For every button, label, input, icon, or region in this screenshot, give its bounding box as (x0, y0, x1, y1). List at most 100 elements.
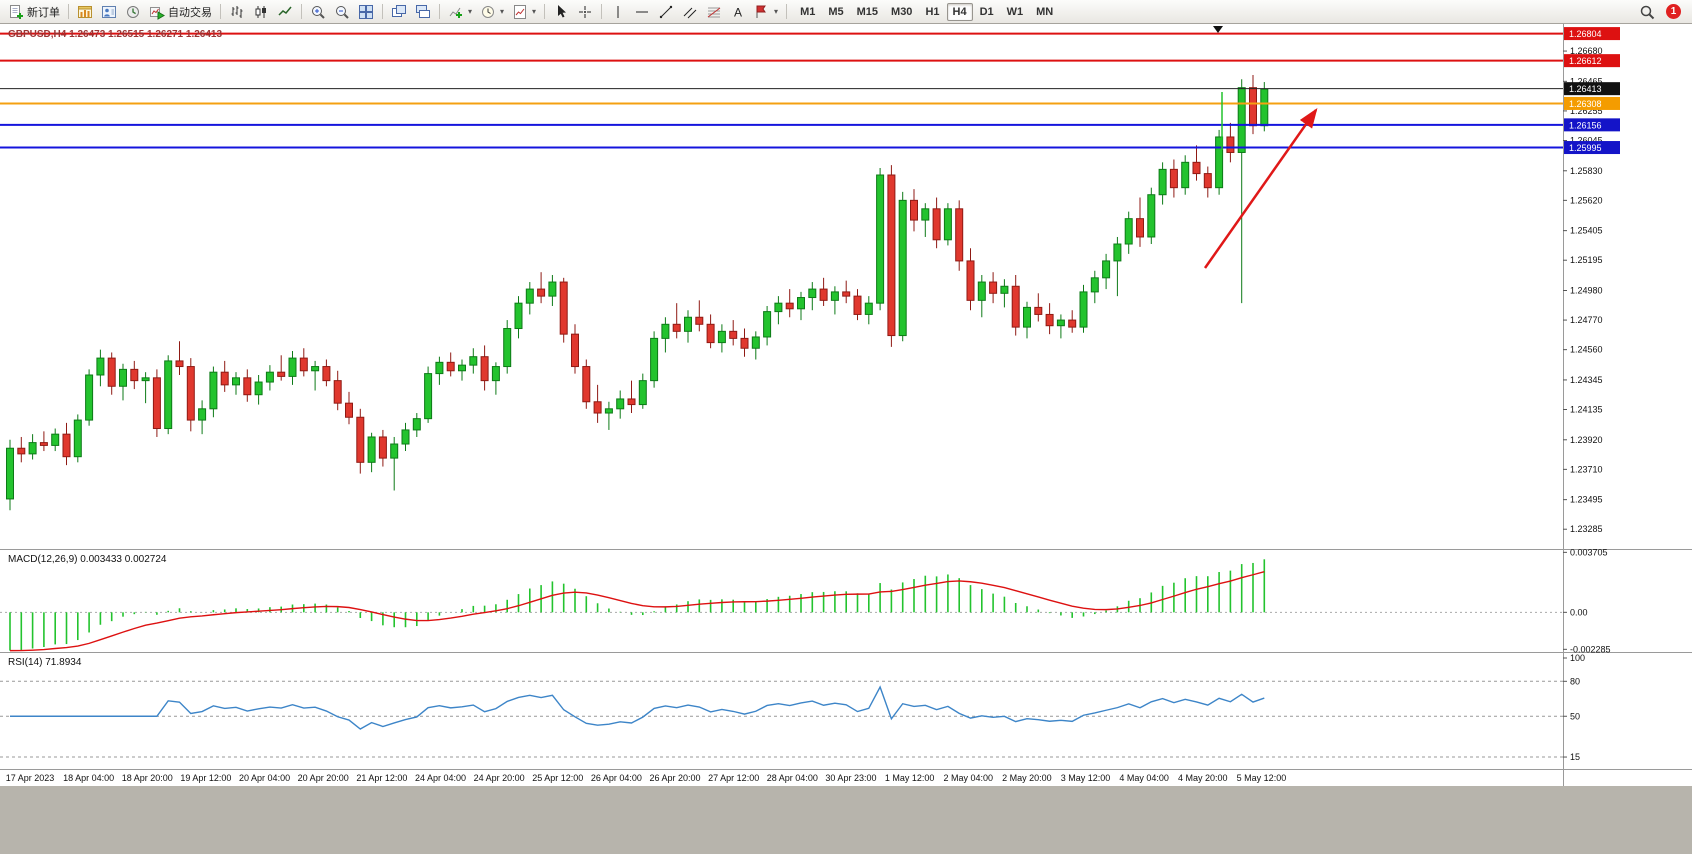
arrange-windows-button[interactable] (388, 2, 410, 22)
market-watch-button[interactable] (122, 2, 144, 22)
vertical-line-tool-button[interactable] (607, 2, 629, 22)
candlestick-chart-type-button[interactable] (250, 2, 272, 22)
crosshair-button[interactable] (574, 2, 596, 22)
candle (593, 401, 602, 414)
trendline-icon (659, 5, 673, 18)
charts-icon (78, 5, 92, 18)
candle (627, 398, 636, 406)
candle (17, 447, 26, 455)
time-label: 4 May 04:00 (1119, 773, 1169, 783)
time-label: 20 Apr 04:00 (239, 773, 290, 783)
candlestick-chart-type-icon (255, 5, 266, 18)
templates-button[interactable]: ▾ (509, 2, 539, 22)
toolbar-separator (220, 4, 221, 19)
candle (175, 360, 184, 368)
text-tool-button[interactable]: A (727, 2, 749, 22)
new-order-label: 新订单 (27, 6, 60, 19)
macd-signal-line (9, 570, 1265, 652)
candle (186, 366, 195, 421)
time-label: 30 Apr 23:00 (825, 773, 876, 783)
svg-text:A: A (734, 5, 742, 19)
autotrading-button[interactable]: 自动交易 (146, 2, 215, 22)
horizontal-line-tool-button[interactable] (631, 2, 653, 22)
chart-canvas[interactable]: 1.26680 1.26465 1.26255 1.26045 1.25830 1.256… (0, 24, 1692, 854)
text-icon: A (734, 5, 742, 19)
timeframe-W1[interactable]: W1 (1006, 5, 1024, 18)
time-label: 24 Apr 04:00 (415, 773, 466, 783)
candle (1136, 218, 1144, 238)
candle (1158, 168, 1167, 196)
candle (503, 328, 512, 368)
time-label: 1 May 12:00 (885, 773, 935, 783)
timeframe-M1[interactable]: M1 (800, 5, 816, 18)
zoom-in-button[interactable] (307, 2, 329, 22)
time-label: 20 Apr 20:00 (298, 773, 349, 783)
charts-button[interactable] (74, 2, 96, 22)
cursor-button[interactable] (550, 2, 572, 22)
candle (661, 323, 670, 339)
fibonacci-tool-button[interactable] (703, 2, 725, 22)
profiles-button[interactable] (98, 2, 120, 22)
candle (559, 281, 568, 335)
candle (1102, 260, 1111, 279)
timeframe-group: M1 M5 M15 M30 H1 H4 D1 W1 MN (794, 2, 1059, 21)
bar-chart-type-icon (231, 5, 243, 18)
cursor-icon (558, 4, 567, 17)
candle (638, 380, 647, 406)
candle (763, 311, 772, 338)
chart-window: 1.26680 1.26465 1.26255 1.26045 1.25830 1.256… (0, 24, 1692, 854)
timeframe-M15[interactable]: M15 (856, 5, 879, 18)
price-box (1564, 118, 1620, 132)
candle (277, 371, 286, 377)
candle (706, 323, 715, 344)
chevron-down-icon: ▾ (532, 7, 537, 16)
arrow-tools-button[interactable]: ▾ (751, 2, 781, 22)
candle (910, 199, 918, 221)
timeframe-MN[interactable]: MN (1036, 5, 1054, 18)
timeframe-H1[interactable]: H1 (925, 5, 940, 18)
trendline-tool-button[interactable] (655, 2, 677, 22)
candle (1147, 194, 1156, 238)
bar-chart-type-button[interactable] (226, 2, 248, 22)
zoom-out-button[interactable] (331, 2, 353, 22)
candle (774, 302, 783, 313)
timeframe-M5[interactable]: M5 (828, 5, 844, 18)
candle (672, 323, 681, 332)
candle (73, 419, 82, 458)
candle (1215, 136, 1224, 189)
price-tick-label: 1.24770 (1570, 315, 1603, 325)
timeframe-H4[interactable]: H4 (946, 2, 973, 21)
time-label: 18 Apr 20:00 (122, 773, 173, 783)
candle (650, 337, 659, 382)
channel-tool-button[interactable] (679, 2, 701, 22)
candle (898, 199, 907, 337)
timeframe-M30[interactable]: M30 (891, 5, 913, 18)
macd-axis-label: 0.00 (1570, 607, 1588, 617)
periods-button[interactable]: ▾ (477, 2, 507, 22)
trend-arrow[interactable] (1203, 107, 1318, 269)
rsi-axis-label: 80 (1570, 676, 1580, 686)
candle (28, 442, 37, 455)
new-order-button[interactable]: 新订单 (5, 2, 63, 22)
price-box (1564, 27, 1620, 41)
search-button[interactable] (1636, 2, 1658, 22)
candle (1192, 161, 1201, 175)
candle (6, 447, 14, 500)
candle (367, 436, 376, 463)
toolbar-separator (382, 4, 383, 19)
macd-label: MACD(12,26,9) 0.003433 0.002724 (8, 554, 167, 565)
candle (548, 281, 557, 297)
time-label: 26 Apr 04:00 (591, 773, 642, 783)
line-chart-type-button[interactable] (274, 2, 296, 22)
cascade-windows-button[interactable] (412, 2, 434, 22)
candle (458, 364, 466, 372)
candle (356, 416, 365, 463)
candle (164, 360, 173, 430)
candle (751, 336, 760, 349)
indicators-button[interactable]: ▾ (445, 2, 475, 22)
autotrading-label: 自动交易 (168, 6, 212, 19)
timeframe-D1[interactable]: D1 (979, 5, 994, 18)
candle (401, 429, 410, 445)
tile-windows-button[interactable] (355, 2, 377, 22)
notification-badge[interactable]: 1 (1666, 4, 1681, 19)
